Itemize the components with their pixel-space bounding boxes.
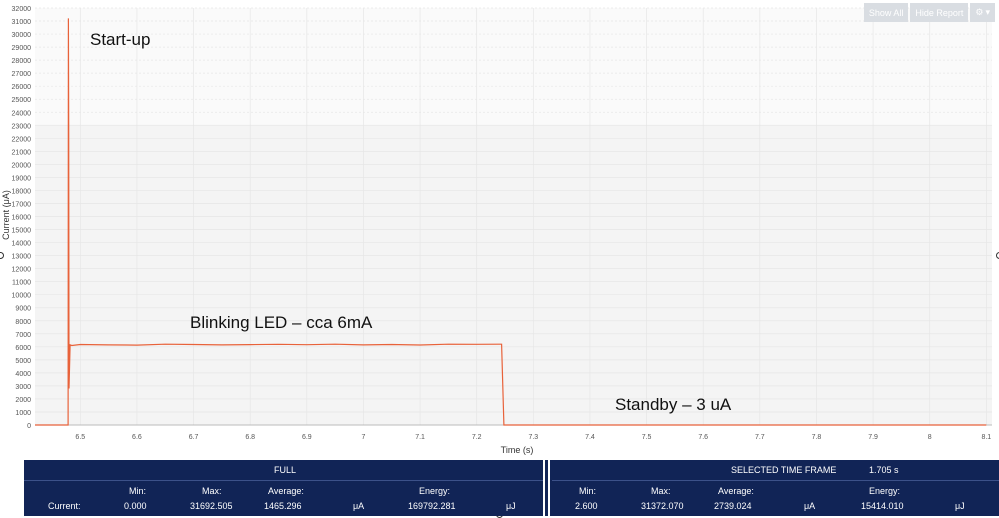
full-row-label: Current: [48, 501, 81, 511]
y-tick-label: 2000 [15, 397, 31, 404]
x-tick-label: 7 [361, 434, 365, 441]
selected-min-value: 2.600 [575, 501, 598, 511]
y-tick-label: 27000 [12, 71, 32, 78]
current-chart[interactable]: 0 1000 2000 3000 4000 5000 6000 7000 8000 9000 100… [0, 0, 999, 460]
y-tick-label: 0 [27, 423, 31, 430]
annotation-standby: Standby – 3 uA [615, 395, 732, 414]
y-tick-label: 31000 [12, 19, 32, 26]
x-tick-label: 7.4 [585, 434, 595, 441]
full-average-header: Average: [268, 486, 304, 496]
x-tick-label: 7.3 [528, 434, 538, 441]
y-tick-label: 25000 [12, 97, 32, 104]
y-tick-label: 30000 [12, 32, 32, 39]
full-energy-unit: μJ [506, 501, 516, 511]
full-title: FULL [274, 465, 297, 475]
report-divider[interactable] [543, 460, 545, 516]
selected-max-value: 31372.070 [641, 501, 684, 511]
full-current-unit: μA [353, 501, 365, 511]
x-tick-label: 6.6 [132, 434, 142, 441]
x-tick-label: 7.5 [642, 434, 652, 441]
x-tick-label: 8.1 [981, 434, 991, 441]
y-tick-label: 4000 [15, 371, 31, 378]
y-tick-label: 12000 [12, 267, 32, 274]
x-tick-label: 6.5 [75, 434, 85, 441]
settings-button[interactable]: ⚙ ▾ [970, 3, 995, 22]
report-panel: FULL Current: Min: Max: Average: Energy:… [24, 460, 999, 516]
right-drag-handle[interactable] [996, 252, 999, 259]
full-energy-value: 169792.281 [408, 501, 456, 511]
x-tick-label: 6.8 [245, 434, 255, 441]
full-max-header: Max: [202, 486, 222, 496]
y-tick-label: 15000 [12, 228, 32, 235]
full-min-value: 0.000 [124, 501, 147, 511]
y-tick-label: 21000 [12, 149, 32, 156]
y-tick-label: 11000 [12, 280, 31, 287]
y-tick-label: 5000 [15, 358, 31, 365]
y-tick-label: 28000 [12, 58, 32, 65]
full-average-value: 1465.296 [264, 501, 302, 511]
y-tick-label: 20000 [12, 162, 32, 169]
selected-average-value: 2739.024 [714, 501, 752, 511]
x-tick-label: 7.1 [415, 434, 425, 441]
x-tick-label: 8 [928, 434, 932, 441]
y-tick-label: 9000 [15, 306, 31, 313]
y-tick-label: 22000 [12, 136, 32, 143]
selected-duration: 1.705 s [869, 465, 899, 475]
annotation-blinking-led: Blinking LED – cca 6mA [190, 313, 373, 332]
x-tick-label: 6.9 [302, 434, 312, 441]
x-tick-label: 7.2 [472, 434, 482, 441]
chart-toolbar: Show All Hide Report ⚙ ▾ [863, 3, 995, 22]
show-all-button[interactable]: Show All [863, 3, 909, 22]
y-tick-label: 6000 [15, 345, 31, 352]
hide-report-button[interactable]: Hide Report [910, 3, 969, 22]
chevron-down-icon: ▾ [985, 7, 990, 17]
y-tick-label: 32000 [12, 6, 32, 13]
y-tick-label: 3000 [15, 384, 31, 391]
y-tick-label: 24000 [12, 110, 32, 117]
selected-current-unit: μA [804, 501, 816, 511]
full-max-value: 31692.505 [190, 501, 233, 511]
selection-band [35, 125, 992, 425]
y-tick-label: 29000 [12, 45, 32, 52]
selected-energy-value: 15414.010 [861, 501, 904, 511]
x-axis-label: Time (s) [501, 445, 534, 455]
full-min-header: Min: [129, 486, 147, 496]
y-tick-label: 16000 [12, 215, 32, 222]
selected-max-header: Max: [651, 486, 671, 496]
y-tick-label: 10000 [12, 293, 32, 300]
selected-energy-unit: μJ [955, 501, 965, 511]
x-tick-label: 7.7 [755, 434, 765, 441]
y-tick-label: 18000 [12, 188, 32, 195]
x-tick-label: 7.8 [812, 434, 822, 441]
x-tick-label: 7.9 [868, 434, 878, 441]
selected-energy-header: Energy: [869, 486, 901, 496]
x-tick-label: 6.7 [189, 434, 199, 441]
y-axis-label: Current (μA) [1, 190, 11, 240]
y-tick-label: 19000 [12, 175, 32, 182]
y-tick-label: 13000 [12, 254, 32, 261]
selected-min-header: Min: [579, 486, 597, 496]
current-series-line [35, 18, 987, 426]
left-drag-handle[interactable] [0, 252, 4, 259]
y-tick-label: 7000 [15, 332, 31, 339]
y-tick-label: 26000 [12, 84, 32, 91]
y-tick-label: 23000 [12, 123, 32, 130]
annotation-startup: Start-up [90, 30, 151, 49]
y-tick-label: 1000 [15, 410, 31, 417]
full-energy-header: Energy: [419, 486, 451, 496]
y-tick-label: 17000 [12, 201, 32, 208]
gear-icon: ⚙ [975, 7, 984, 17]
y-tick-label: 8000 [15, 319, 31, 326]
selected-title: SELECTED TIME FRAME [731, 465, 837, 475]
selected-average-header: Average: [718, 486, 754, 496]
x-tick-label: 7.6 [698, 434, 708, 441]
y-tick-label: 14000 [12, 241, 32, 248]
